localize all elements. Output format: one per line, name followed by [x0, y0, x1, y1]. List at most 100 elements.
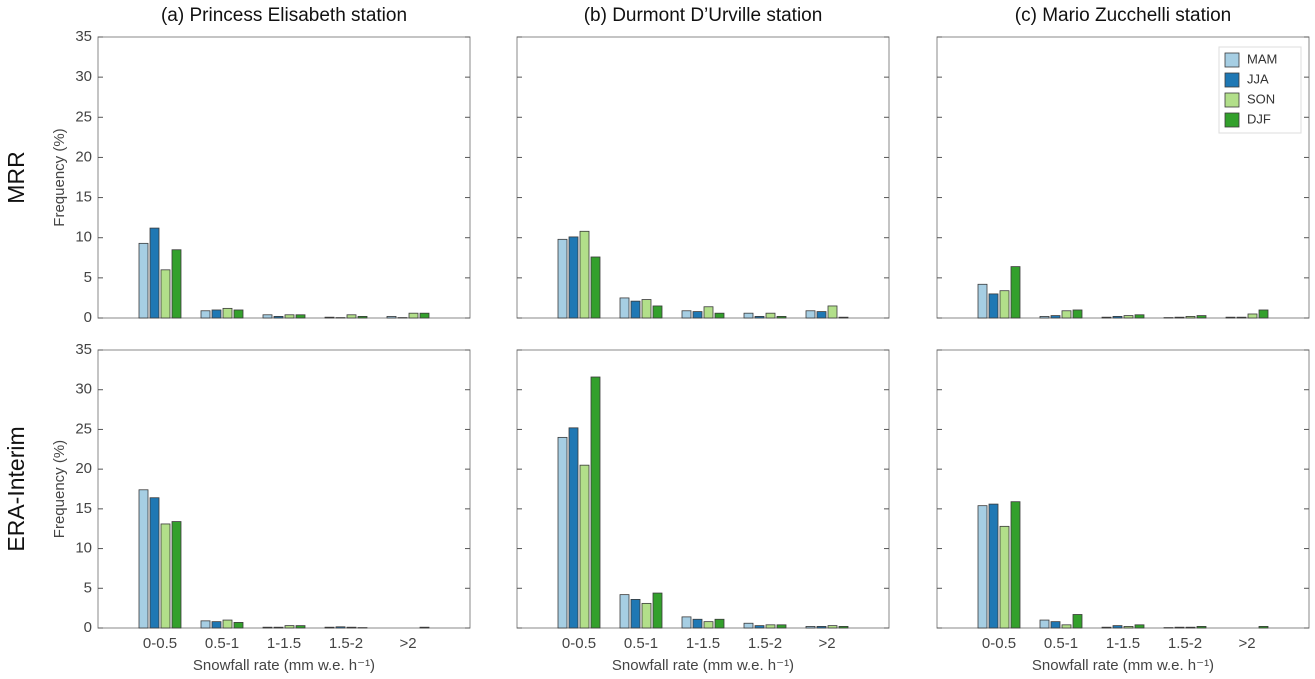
bar	[1010, 501, 1021, 629]
panel-title: (a) Princess Elisabeth station	[161, 5, 407, 26]
panel-title: (b) Durmont D’Urville station	[584, 5, 823, 26]
axes-box	[516, 349, 890, 629]
bar	[1010, 266, 1021, 319]
bar	[1247, 313, 1258, 319]
y-tick-label: 30	[75, 381, 92, 398]
bar	[211, 621, 222, 629]
bar	[200, 310, 211, 319]
bar	[200, 620, 211, 629]
bar	[222, 619, 233, 629]
legend-label: DJF	[1247, 111, 1271, 126]
bar	[630, 599, 641, 629]
bar	[262, 314, 273, 319]
bar	[557, 238, 568, 319]
bar	[743, 312, 754, 319]
bar	[335, 626, 346, 629]
y-axis-label: Frequency (%)	[51, 128, 68, 226]
bar	[262, 626, 273, 629]
bar	[346, 626, 357, 629]
y-tick-label: 25	[75, 108, 92, 125]
row-label: ERA-Interim	[3, 426, 29, 551]
y-tick-label: 0	[84, 309, 92, 326]
x-tick-label: >2	[1238, 635, 1255, 652]
bar	[977, 505, 988, 629]
bar	[419, 312, 430, 319]
bar	[1196, 626, 1207, 629]
bar	[149, 497, 160, 629]
bar	[692, 311, 703, 319]
bar	[1112, 315, 1123, 319]
bar	[1174, 626, 1185, 629]
bar	[1101, 316, 1112, 319]
bar	[1225, 316, 1236, 319]
bar	[827, 625, 838, 629]
y-tick-label: 0	[84, 619, 92, 636]
y-tick-label: 10	[75, 229, 92, 246]
bar	[703, 621, 714, 629]
bar	[1134, 314, 1145, 319]
row-label: MRR	[3, 151, 29, 203]
bar	[714, 312, 725, 319]
y-tick-label: 35	[75, 341, 92, 358]
bar	[1050, 621, 1061, 629]
bar	[273, 315, 284, 319]
x-axis-label: Snowfall rate (mm w.e. h⁻¹)	[193, 657, 375, 674]
x-tick-label: 0.5-1	[624, 635, 658, 652]
bar	[776, 315, 787, 319]
x-tick-label: 0.5-1	[1044, 635, 1078, 652]
bar	[295, 625, 306, 629]
bar	[1072, 614, 1083, 629]
bar	[160, 523, 171, 629]
bar	[619, 297, 630, 319]
bar	[590, 256, 601, 319]
bar	[1123, 626, 1134, 629]
bar	[1123, 315, 1134, 319]
x-tick-label: 1.5-2	[329, 635, 363, 652]
bar	[160, 269, 171, 319]
bar	[211, 309, 222, 319]
bar	[408, 312, 419, 319]
x-tick-label: 0-0.5	[143, 635, 177, 652]
bar	[324, 316, 335, 319]
y-tick-label: 15	[75, 500, 92, 517]
legend-label: JJA	[1247, 71, 1269, 86]
bar	[641, 602, 652, 629]
x-tick-label: 0-0.5	[562, 635, 596, 652]
axes-box	[936, 349, 1310, 629]
bar	[171, 249, 182, 319]
x-axis-label: Snowfall rate (mm w.e. h⁻¹)	[1032, 657, 1214, 674]
bar	[805, 310, 816, 319]
bar	[557, 436, 568, 629]
bar	[568, 236, 579, 319]
bar	[233, 622, 244, 629]
legend-swatch	[1224, 92, 1240, 108]
bar	[988, 503, 999, 629]
bar	[988, 293, 999, 319]
bar	[1134, 624, 1145, 629]
bar	[1072, 309, 1083, 319]
legend-swatch	[1224, 52, 1240, 68]
bar	[295, 314, 306, 319]
bar	[386, 315, 397, 319]
bar	[681, 310, 692, 319]
bar	[765, 312, 776, 319]
bar	[1039, 619, 1050, 629]
bar	[171, 521, 182, 629]
bar	[1185, 626, 1196, 629]
bar	[284, 314, 295, 319]
y-tick-label: 20	[75, 460, 92, 477]
bar	[579, 230, 590, 319]
bar	[138, 242, 149, 319]
bar	[419, 626, 430, 629]
x-tick-label: >2	[818, 635, 835, 652]
bar	[999, 290, 1010, 319]
bar	[1101, 626, 1112, 629]
bar	[138, 489, 149, 629]
bar	[1258, 626, 1269, 629]
bar	[273, 626, 284, 629]
bar	[1050, 315, 1061, 319]
y-tick-label: 5	[84, 579, 92, 596]
bar	[1061, 310, 1072, 319]
bar	[357, 315, 368, 319]
